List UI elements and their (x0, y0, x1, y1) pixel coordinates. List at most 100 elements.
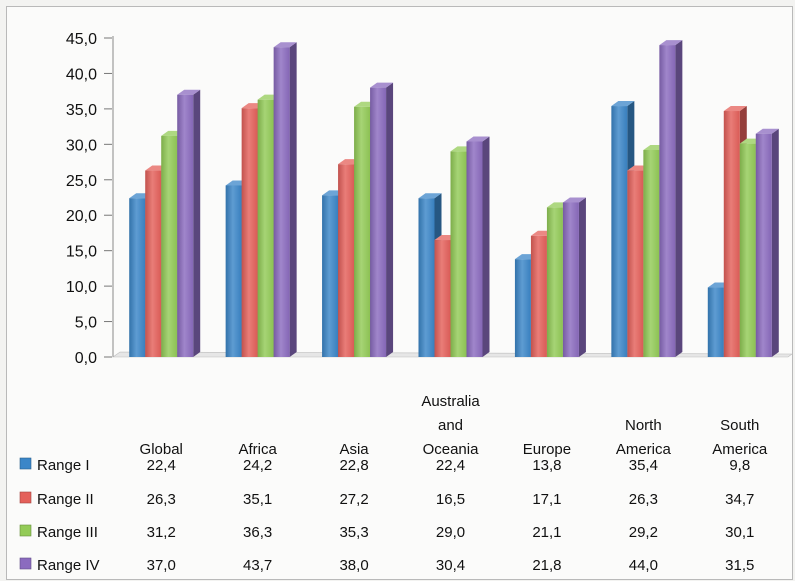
x-category-label: Global (140, 441, 183, 458)
bar (514, 259, 531, 357)
bar (241, 108, 258, 358)
bar (643, 150, 660, 357)
bar-side (771, 128, 779, 357)
data-table-value: 38,0 (339, 557, 368, 574)
bar (434, 240, 451, 357)
data-table-value: 30,1 (725, 524, 754, 541)
bar (177, 94, 194, 357)
bar-top (755, 128, 779, 134)
bar (418, 198, 435, 357)
bar (450, 151, 467, 357)
bar (530, 235, 547, 357)
bar (338, 164, 355, 357)
data-table-value: 24,2 (243, 457, 272, 474)
bar-top (723, 106, 747, 112)
data-table-value: 31,2 (147, 524, 176, 541)
legend-key-1 (19, 457, 32, 470)
data-table-value: 21,8 (532, 557, 561, 574)
x-category-label: America (616, 441, 672, 458)
bar (225, 185, 242, 357)
x-category-label: and (438, 417, 463, 434)
legend-label: Range I (37, 457, 90, 474)
y-tick-label: 40,0 (66, 66, 97, 83)
bar (257, 99, 274, 357)
y-tick-label: 45,0 (66, 31, 97, 48)
data-table-value: 26,3 (147, 491, 176, 508)
data-table-value: 16,5 (436, 491, 465, 508)
data-table-value: 43,7 (243, 557, 272, 574)
legend-key-2 (19, 491, 32, 504)
y-tick-label: 20,0 (66, 208, 97, 225)
data-table-value: 22,4 (436, 457, 465, 474)
y-tick-label: 25,0 (66, 173, 97, 190)
bar (354, 106, 371, 357)
data-table-value: 35,3 (339, 524, 368, 541)
data-table-value: 26,3 (629, 491, 658, 508)
data-table-value: 36,3 (243, 524, 272, 541)
bar (707, 287, 724, 357)
y-tick-label: 5,0 (75, 315, 97, 332)
y-tick-label: 0,0 (75, 350, 97, 367)
bar-top (659, 40, 683, 46)
bar-top (466, 136, 490, 142)
bar (370, 87, 387, 357)
x-category-label: Australia (421, 393, 480, 410)
y-tick-label: 15,0 (66, 244, 97, 261)
x-category-label: America (712, 441, 768, 458)
bar-side (193, 89, 201, 357)
bar (562, 202, 579, 357)
data-table-value: 9,8 (729, 457, 750, 474)
bar (273, 47, 290, 358)
data-table-value: 29,0 (436, 524, 465, 541)
data-table-value: 37,0 (147, 557, 176, 574)
legend-label: Range II (37, 491, 94, 508)
x-category-label: North (625, 417, 662, 434)
bar (466, 141, 483, 357)
legend-key-4 (19, 557, 32, 570)
data-table-value: 30,4 (436, 557, 465, 574)
data-table-value: 22,4 (147, 457, 176, 474)
legend-label: Range IV (37, 557, 100, 574)
legend-label: Range III (37, 524, 98, 541)
x-category-label: Asia (339, 441, 369, 458)
legend-key-3 (19, 524, 32, 537)
bar-side (482, 136, 490, 357)
data-table-value: 35,4 (629, 457, 658, 474)
bar-top (273, 42, 297, 48)
data-table-value: 27,2 (339, 491, 368, 508)
data-table-value: 13,8 (532, 457, 561, 474)
data-table-value: 17,1 (532, 491, 561, 508)
bar (739, 143, 756, 357)
data-table-value: 34,7 (725, 491, 754, 508)
data-table-value: 44,0 (629, 557, 658, 574)
data-table-value: 35,1 (243, 491, 272, 508)
bar (659, 45, 676, 357)
bar-top (418, 193, 442, 199)
bar (723, 111, 740, 357)
bar-side (578, 197, 586, 357)
x-category-label: Europe (523, 441, 571, 458)
x-category-label: Oceania (423, 441, 480, 458)
bar-top (611, 101, 635, 107)
data-table-value: 21,1 (532, 524, 561, 541)
bar (627, 170, 644, 357)
data-table-value: 31,5 (725, 557, 754, 574)
bar-side (386, 82, 394, 357)
y-tick-label: 10,0 (66, 279, 97, 296)
data-table-value: 29,2 (629, 524, 658, 541)
bar-side (289, 42, 297, 358)
x-category-label: Africa (238, 441, 277, 458)
x-category-label: South (720, 417, 759, 434)
bar-top (370, 82, 394, 88)
y-tick-label: 35,0 (66, 102, 97, 119)
bar (546, 207, 563, 357)
data-table-value: 22,8 (339, 457, 368, 474)
bar (611, 106, 628, 357)
bar-top (562, 197, 586, 203)
bar-side (675, 40, 683, 357)
bar (322, 195, 339, 357)
y-tick-label: 30,0 (66, 137, 97, 154)
bar (755, 133, 772, 357)
bar (161, 135, 178, 357)
